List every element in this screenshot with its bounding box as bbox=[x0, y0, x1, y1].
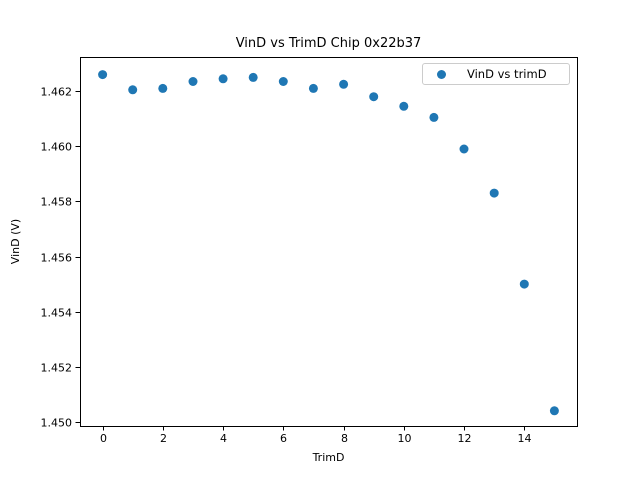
x-tick-label: 6 bbox=[280, 432, 287, 445]
x-tick-label: 4 bbox=[220, 432, 227, 445]
data-point bbox=[489, 188, 499, 198]
data-point bbox=[369, 92, 379, 102]
data-point bbox=[339, 79, 349, 89]
axes-frame bbox=[80, 57, 578, 427]
x-tick-label: 10 bbox=[398, 432, 412, 445]
data-point bbox=[128, 85, 138, 95]
data-point bbox=[278, 77, 288, 86]
y-tick-label: 1.450 bbox=[41, 417, 73, 430]
data-point bbox=[459, 144, 469, 154]
legend-marker-dot-icon bbox=[437, 69, 446, 79]
x-tick-label: 2 bbox=[160, 432, 167, 445]
y-axis-label-column: VinD (V) bbox=[4, 57, 28, 426]
y-tick-label: 1.454 bbox=[41, 307, 73, 320]
data-point bbox=[399, 101, 409, 111]
x-tick-label: 12 bbox=[458, 432, 472, 445]
y-axis-label: VinD (V) bbox=[9, 218, 23, 265]
data-point bbox=[429, 112, 439, 122]
x-tick-label: 0 bbox=[100, 432, 107, 445]
x-axis-label: TrimD bbox=[312, 451, 345, 464]
data-point bbox=[188, 77, 198, 86]
x-tick-label: 14 bbox=[518, 432, 532, 445]
data-point bbox=[519, 279, 529, 289]
y-tick-label: 1.460 bbox=[41, 141, 73, 154]
y-tick-label: 1.456 bbox=[41, 252, 73, 265]
legend-entry-label: VinD vs trimD bbox=[467, 67, 547, 81]
y-tick-label: 1.462 bbox=[41, 86, 73, 99]
x-tick-label: 8 bbox=[341, 432, 348, 445]
data-point bbox=[218, 74, 228, 84]
data-point bbox=[308, 83, 318, 93]
y-tick-label: 1.452 bbox=[41, 362, 73, 375]
data-point bbox=[98, 70, 108, 80]
chart-title: VinD vs TrimD Chip 0x22b37 bbox=[235, 36, 422, 51]
legend: VinD vs trimD bbox=[422, 63, 570, 85]
data-point bbox=[248, 72, 258, 82]
y-tick-label: 1.458 bbox=[41, 196, 73, 209]
data-point bbox=[549, 406, 559, 416]
data-point bbox=[158, 83, 168, 93]
